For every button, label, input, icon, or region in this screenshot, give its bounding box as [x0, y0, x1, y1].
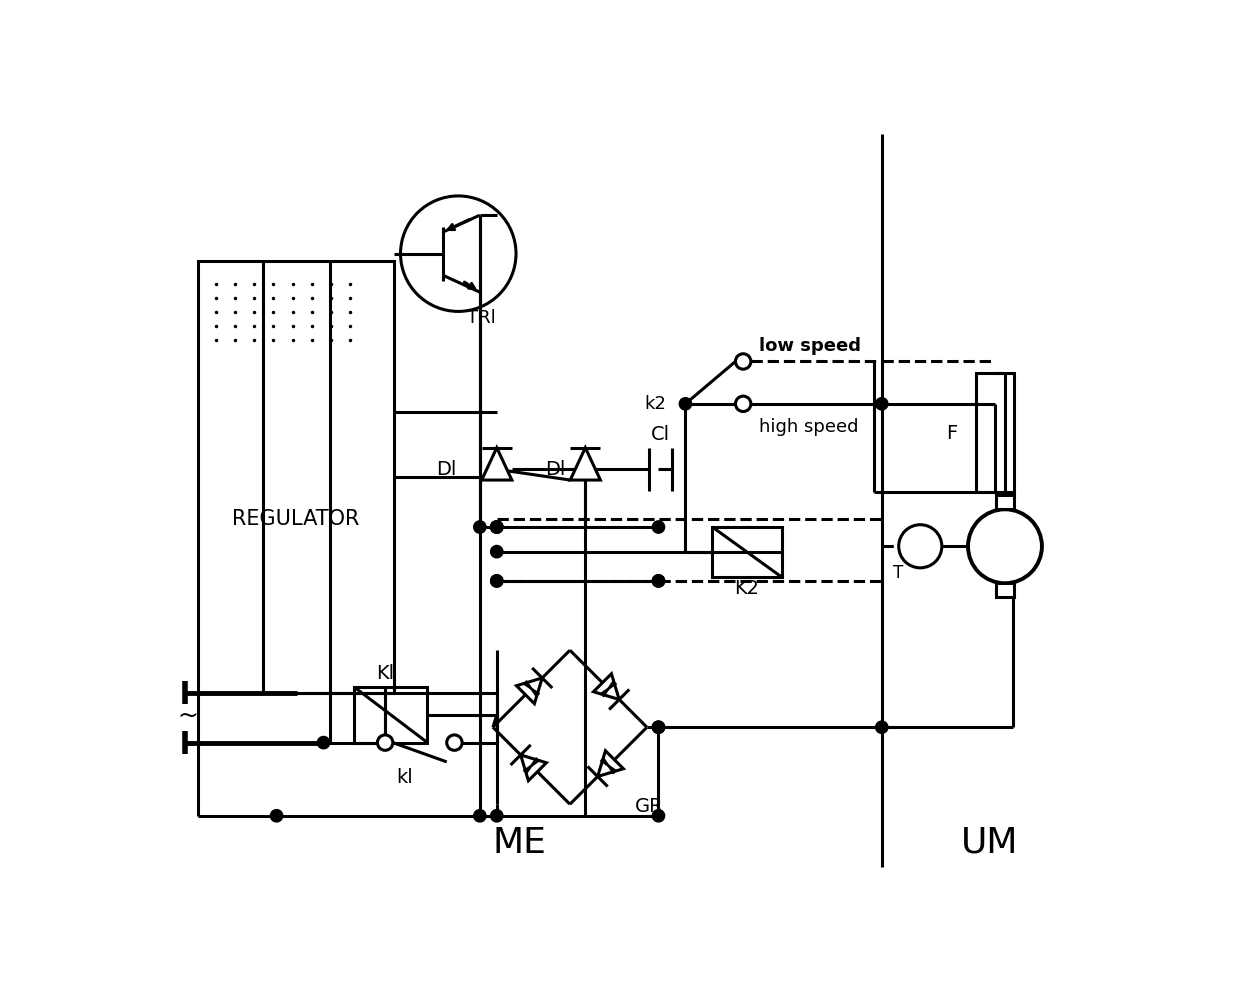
Text: Kl: Kl	[377, 664, 394, 683]
Circle shape	[491, 575, 503, 587]
Bar	[198, 262, 394, 693]
Circle shape	[491, 545, 503, 558]
Circle shape	[968, 509, 1042, 584]
Text: REGULATOR: REGULATOR	[232, 509, 359, 529]
Circle shape	[473, 810, 486, 822]
Polygon shape	[520, 755, 546, 781]
Polygon shape	[482, 448, 512, 480]
Text: ME: ME	[493, 826, 546, 860]
Circle shape	[876, 397, 888, 410]
Circle shape	[652, 521, 664, 533]
Circle shape	[736, 396, 751, 411]
Text: F: F	[947, 423, 958, 443]
Text: ~: ~	[913, 539, 928, 558]
Circle shape	[652, 575, 664, 587]
Circle shape	[652, 810, 664, 822]
Text: TRl: TRl	[467, 308, 496, 327]
Circle shape	[876, 721, 888, 733]
Text: Dl: Dl	[545, 460, 566, 479]
Polygon shape	[597, 751, 623, 777]
Circle shape	[652, 721, 664, 733]
Text: k2: k2	[644, 394, 667, 413]
Text: A: A	[994, 532, 1016, 560]
Bar	[996, 496, 1015, 509]
Circle shape	[491, 810, 503, 822]
Text: kl: kl	[396, 768, 413, 787]
Bar	[712, 527, 782, 577]
Bar	[354, 687, 427, 742]
Text: high speed: high speed	[758, 418, 859, 436]
Circle shape	[378, 735, 393, 750]
Circle shape	[736, 354, 751, 370]
Polygon shape	[570, 448, 601, 480]
Circle shape	[317, 736, 330, 749]
Circle shape	[270, 810, 282, 822]
Circle shape	[491, 521, 503, 533]
Text: Dl: Dl	[436, 460, 457, 479]
Circle shape	[679, 397, 691, 410]
Circle shape	[491, 521, 503, 533]
Bar	[996, 584, 1015, 598]
Text: T: T	[893, 564, 903, 583]
Circle shape	[491, 575, 503, 587]
Polygon shape	[593, 674, 620, 700]
Text: ~: ~	[177, 704, 198, 727]
Circle shape	[473, 521, 486, 533]
Text: K2: K2	[735, 579, 760, 599]
Text: UM: UM	[960, 826, 1018, 860]
Text: low speed: low speed	[758, 337, 861, 355]
Bar	[976, 373, 1015, 493]
Text: GR: GR	[636, 797, 664, 816]
Circle shape	[652, 721, 664, 733]
Text: Cl: Cl	[652, 425, 670, 444]
Polygon shape	[517, 678, 543, 704]
Circle shape	[652, 575, 664, 587]
Circle shape	[898, 524, 942, 568]
Circle shape	[491, 521, 503, 533]
Circle shape	[447, 735, 462, 750]
